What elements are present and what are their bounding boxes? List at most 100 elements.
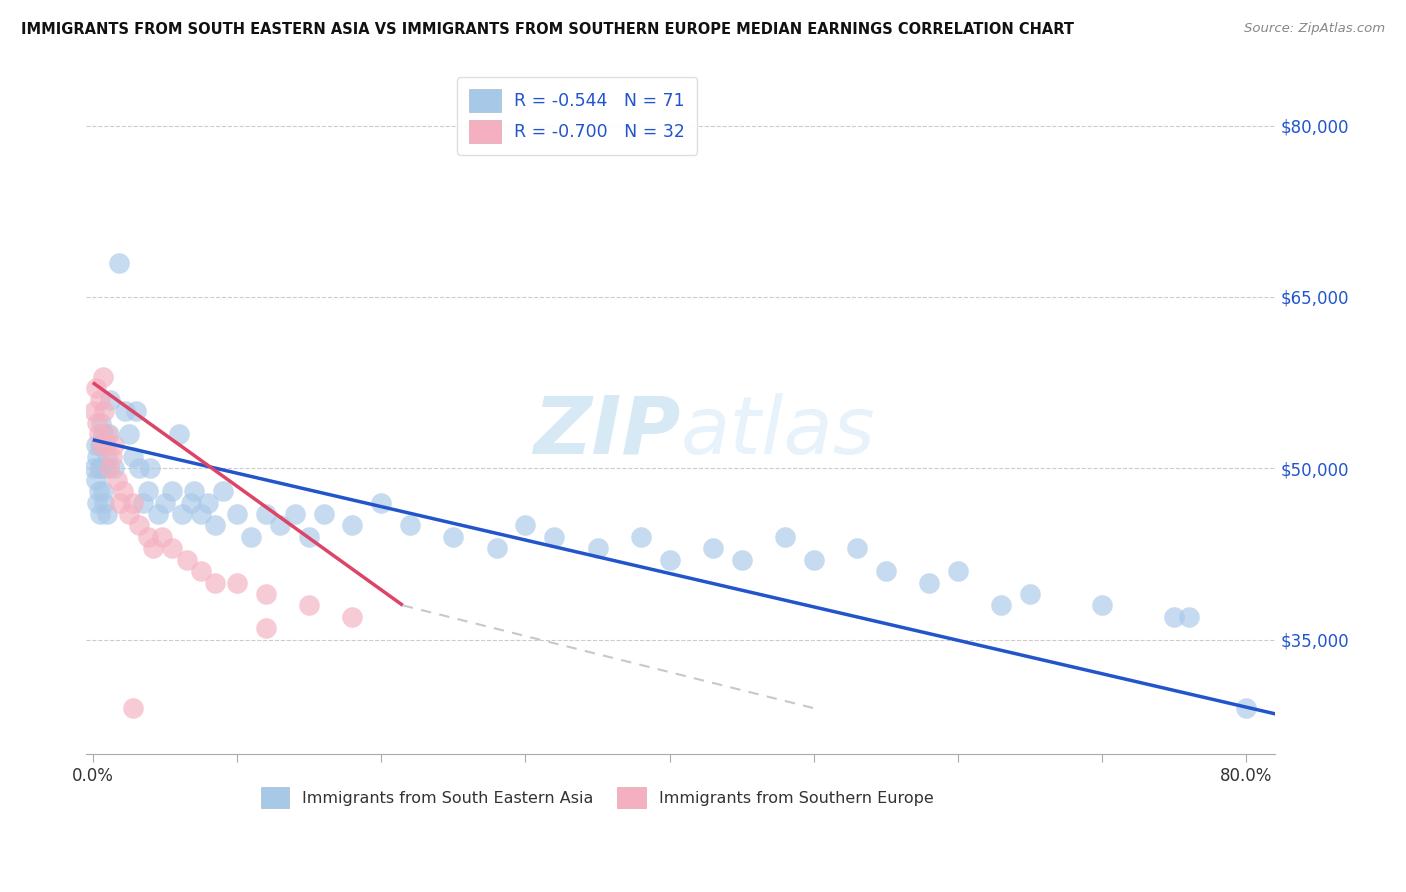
Point [254,587,277,601]
Point [441,530,464,544]
Point [399,518,422,533]
Point [1163,609,1185,624]
Text: ZIP: ZIP [533,392,681,471]
Point [254,507,277,521]
Point [226,575,249,590]
Point [773,530,796,544]
Point [118,507,141,521]
Point [96,450,118,464]
Point [169,427,191,442]
Point [107,256,129,270]
Point [128,461,150,475]
Point [122,450,145,464]
Point [153,495,176,509]
Point [91,484,114,499]
Point [87,427,110,442]
Point [204,575,226,590]
Point [94,461,117,475]
Point [86,416,108,430]
Point [204,518,226,533]
Point [1236,701,1258,715]
Point [269,518,291,533]
Text: Source: ZipAtlas.com: Source: ZipAtlas.com [1244,22,1385,36]
Point [918,575,941,590]
Point [190,564,212,578]
Point [83,404,105,418]
Point [86,450,108,464]
Point [132,495,155,509]
Point [125,404,148,418]
Point [90,438,112,452]
Point [90,416,112,430]
Point [284,507,307,521]
Point [139,461,162,475]
Point [96,427,118,442]
Point [93,495,115,509]
Point [370,495,392,509]
Point [342,518,364,533]
Point [176,552,198,566]
Text: atlas: atlas [681,392,875,471]
Point [731,552,754,566]
Point [1091,599,1114,613]
Point [211,484,233,499]
Legend: Immigrants from South Eastern Asia, Immigrants from Southern Europe: Immigrants from South Eastern Asia, Immi… [254,781,941,814]
Point [136,484,159,499]
Point [112,484,135,499]
Point [485,541,508,556]
Point [86,495,108,509]
Point [84,473,107,487]
Point [97,427,120,442]
Point [122,495,145,509]
Point [96,507,118,521]
Point [84,438,107,452]
Point [97,461,120,475]
Point [122,701,145,715]
Point [172,507,194,521]
Point [89,507,111,521]
Point [846,541,869,556]
Point [342,609,364,624]
Point [89,392,111,407]
Point [100,450,122,464]
Point [180,495,202,509]
Point [630,530,652,544]
Point [298,530,321,544]
Point [586,541,609,556]
Point [146,507,169,521]
Point [990,599,1012,613]
Point [803,552,825,566]
Point [1019,587,1042,601]
Point [83,461,105,475]
Text: IMMIGRANTS FROM SOUTH EASTERN ASIA VS IMMIGRANTS FROM SOUTHERN EUROPE MEDIAN EAR: IMMIGRANTS FROM SOUTH EASTERN ASIA VS IM… [21,22,1074,37]
Point [108,495,131,509]
Point [160,541,183,556]
Point [226,507,249,521]
Point [142,541,165,556]
Point [150,530,173,544]
Point [254,621,277,635]
Point [91,370,114,384]
Point [98,392,121,407]
Point [875,564,897,578]
Point [84,381,107,395]
Point [190,507,212,521]
Point [298,599,321,613]
Point [105,473,128,487]
Point [136,530,159,544]
Point [160,484,183,499]
Point [240,530,263,544]
Point [118,427,141,442]
Point [543,530,565,544]
Point [183,484,205,499]
Point [90,461,112,475]
Point [702,541,724,556]
Point [658,552,681,566]
Point [87,484,110,499]
Point [312,507,335,521]
Point [91,427,114,442]
Point [197,495,219,509]
Point [94,438,117,452]
Point [128,518,150,533]
Point [93,404,115,418]
